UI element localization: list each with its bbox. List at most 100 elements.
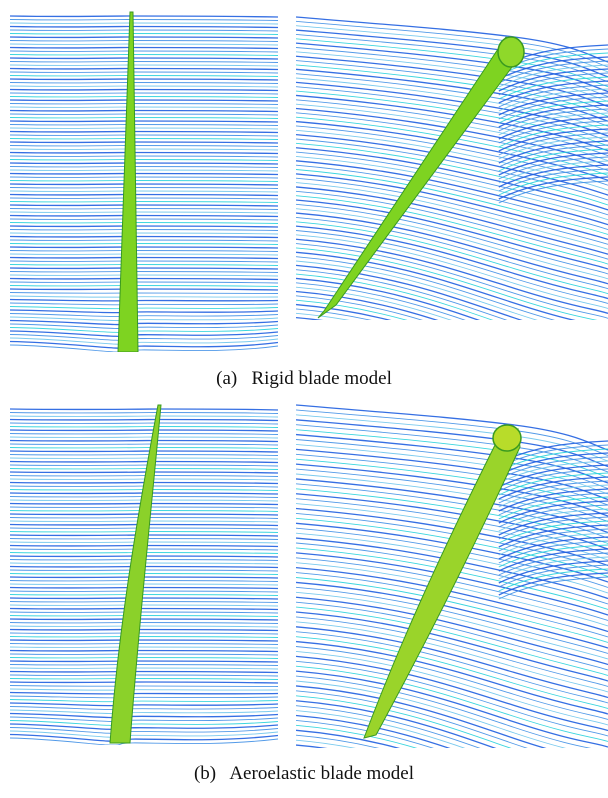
streamline bbox=[296, 591, 608, 660]
aeroelastic-blade-front bbox=[109, 404, 162, 744]
streamline bbox=[498, 96, 608, 120]
streamline bbox=[498, 148, 608, 172]
streamline bbox=[10, 691, 278, 695]
streamline bbox=[10, 19, 278, 21]
streamline bbox=[498, 496, 608, 520]
streamline bbox=[498, 92, 608, 116]
streamline bbox=[498, 72, 608, 96]
streamline bbox=[10, 618, 278, 621]
streamline bbox=[296, 685, 547, 748]
streamline bbox=[10, 670, 278, 674]
streamline bbox=[296, 308, 372, 320]
streamline bbox=[498, 536, 608, 560]
streamline bbox=[498, 488, 608, 512]
streamline bbox=[10, 274, 278, 277]
streamline bbox=[296, 151, 608, 216]
streamline bbox=[10, 96, 278, 98]
streamline bbox=[296, 138, 608, 201]
streamline bbox=[498, 120, 608, 144]
streamline bbox=[10, 36, 278, 39]
streamline bbox=[10, 214, 278, 218]
streamline bbox=[10, 130, 278, 134]
streamline bbox=[10, 628, 278, 632]
streamline bbox=[498, 100, 608, 124]
streamline bbox=[10, 78, 278, 81]
streamline bbox=[10, 239, 278, 242]
streamline bbox=[10, 134, 278, 137]
streamline bbox=[10, 586, 278, 590]
streamline bbox=[296, 216, 608, 290]
streamline bbox=[498, 464, 608, 488]
streamline bbox=[10, 319, 278, 326]
streamline bbox=[10, 145, 278, 147]
streamline bbox=[296, 190, 608, 260]
streamline bbox=[10, 468, 278, 470]
streamline bbox=[296, 230, 608, 304]
streamline bbox=[296, 488, 608, 544]
streamline bbox=[296, 626, 608, 699]
streamline bbox=[498, 492, 608, 516]
streamline bbox=[10, 85, 278, 88]
streamline bbox=[10, 720, 278, 726]
streamline bbox=[296, 290, 439, 320]
streamlines-aeroelastic-front bbox=[10, 404, 278, 745]
streamline bbox=[10, 313, 278, 318]
streamline bbox=[498, 524, 608, 548]
streamline bbox=[10, 75, 278, 77]
caption-a: (a) Rigid blade model bbox=[216, 368, 392, 389]
streamline bbox=[296, 705, 481, 748]
streamline bbox=[498, 548, 608, 572]
streamline bbox=[10, 433, 278, 435]
streamline bbox=[498, 560, 608, 584]
streamline bbox=[10, 33, 278, 35]
streamline bbox=[10, 298, 278, 302]
streamline bbox=[10, 625, 278, 628]
streamline bbox=[498, 116, 608, 140]
streamline bbox=[10, 327, 278, 333]
streamline bbox=[296, 670, 608, 748]
streamline bbox=[296, 29, 608, 78]
streamline bbox=[10, 148, 278, 151]
streamline bbox=[498, 516, 608, 540]
streamline bbox=[296, 586, 608, 654]
streamline bbox=[10, 475, 278, 477]
streamline bbox=[296, 695, 512, 748]
streamline bbox=[10, 50, 278, 53]
streamline bbox=[10, 61, 278, 63]
streamline bbox=[498, 124, 608, 148]
streamline bbox=[296, 286, 452, 320]
streamline bbox=[296, 527, 608, 588]
streamline bbox=[10, 88, 278, 92]
streamline bbox=[10, 204, 278, 207]
streamline bbox=[296, 517, 608, 577]
streamline bbox=[296, 77, 608, 132]
streamline bbox=[10, 99, 278, 102]
streamline bbox=[10, 454, 278, 456]
streamline bbox=[296, 120, 608, 181]
streamline bbox=[498, 176, 608, 200]
streamline bbox=[296, 173, 608, 241]
streamline bbox=[10, 443, 278, 446]
streamline bbox=[498, 508, 608, 532]
streamline bbox=[498, 480, 608, 504]
streamline bbox=[10, 597, 278, 600]
streamline bbox=[10, 309, 278, 314]
streamline bbox=[10, 699, 278, 703]
streamline bbox=[10, 256, 278, 260]
streamline bbox=[10, 306, 278, 310]
streamline bbox=[296, 243, 608, 319]
streamline bbox=[296, 566, 608, 633]
streamline bbox=[10, 232, 278, 235]
streamline bbox=[10, 664, 278, 666]
rigid-blade-front bbox=[117, 11, 139, 352]
streamline bbox=[10, 22, 278, 25]
streamline bbox=[296, 303, 392, 320]
streamline bbox=[296, 203, 608, 275]
streamline bbox=[296, 273, 494, 320]
streamline bbox=[498, 108, 608, 132]
streamline bbox=[10, 636, 278, 638]
streamline bbox=[296, 199, 608, 270]
streamline bbox=[10, 643, 278, 645]
streamline bbox=[296, 169, 608, 235]
streamline bbox=[296, 295, 423, 320]
